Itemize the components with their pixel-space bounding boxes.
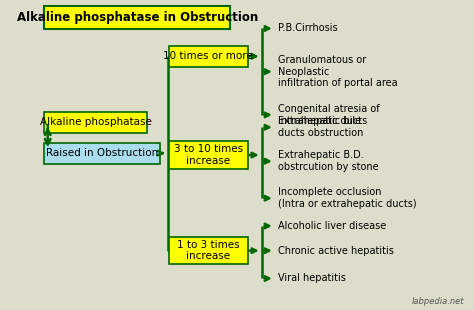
FancyBboxPatch shape (44, 6, 230, 29)
Text: 3 to 10 times
increase: 3 to 10 times increase (173, 144, 243, 166)
Text: 1 to 3 times
increase: 1 to 3 times increase (177, 240, 239, 261)
Text: Extrahepatic B.D.
obstrcution by stone: Extrahepatic B.D. obstrcution by stone (278, 150, 379, 172)
Text: Granulomatous or
Neoplastic
infiltration of portal area: Granulomatous or Neoplastic infiltration… (278, 55, 398, 88)
Text: Congenital atresia of
intrahepatic ducts: Congenital atresia of intrahepatic ducts (278, 104, 380, 126)
Text: P.B.Cirrhosis: P.B.Cirrhosis (278, 24, 338, 33)
Text: Incomplete occlusion
(Intra or extrahepatic ducts): Incomplete occlusion (Intra or extrahepa… (278, 188, 417, 209)
FancyBboxPatch shape (169, 46, 247, 67)
Text: Alkaline phosphatase: Alkaline phosphatase (40, 117, 152, 127)
FancyBboxPatch shape (44, 143, 160, 164)
Text: Raised in Obstruction: Raised in Obstruction (46, 148, 158, 158)
Text: labpedia.net: labpedia.net (412, 297, 465, 306)
FancyBboxPatch shape (44, 112, 147, 133)
Text: Alcoholic liver disease: Alcoholic liver disease (278, 221, 386, 231)
Text: Chronic active hepatitis: Chronic active hepatitis (278, 246, 394, 256)
Text: 10 times or more: 10 times or more (163, 51, 253, 61)
FancyBboxPatch shape (169, 237, 247, 264)
FancyBboxPatch shape (169, 141, 247, 169)
Text: Viral hepatitis: Viral hepatitis (278, 273, 346, 283)
Text: Extrahepatic bile
ducts obstruction: Extrahepatic bile ducts obstruction (278, 117, 364, 138)
Text: Alkaline phosphatase in Obstruction: Alkaline phosphatase in Obstruction (17, 11, 258, 24)
